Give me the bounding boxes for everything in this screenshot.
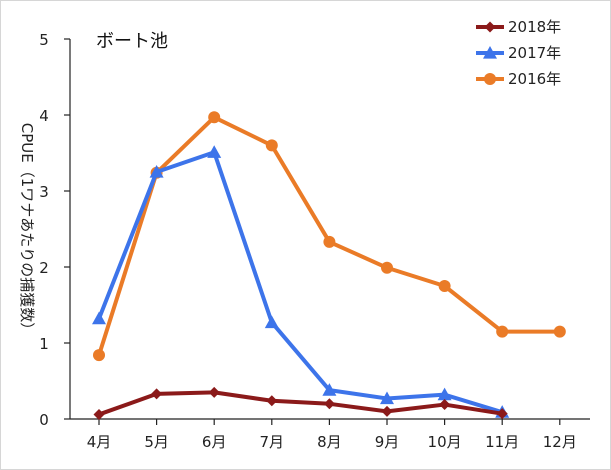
y-tick-label: 0 xyxy=(39,411,49,429)
data-point xyxy=(438,280,451,292)
y-tick-label: 4 xyxy=(39,107,49,125)
legend-label: 2016年 xyxy=(508,70,561,88)
x-tick-label: 6月 xyxy=(202,433,227,451)
x-tick-label: 8月 xyxy=(317,433,342,451)
data-point xyxy=(323,235,336,248)
x-tick-label: 10月 xyxy=(428,433,462,451)
axes: 0 1 2 3 4 5 4月 5月 6月 7月 8月 9月 10月 11月 12月 xyxy=(39,31,590,451)
y-tick-label: 5 xyxy=(39,31,49,49)
x-tick-label: 5月 xyxy=(144,433,169,451)
series-line xyxy=(98,390,503,417)
series-2016年 xyxy=(93,111,566,362)
x-tick-label: 7月 xyxy=(260,433,285,451)
data-point xyxy=(207,145,222,158)
legend-label: 2017年 xyxy=(508,44,561,62)
data-point xyxy=(553,325,566,338)
data-point xyxy=(439,399,451,411)
y-axis-label: CPUE（1ワナあたりの捕獲数） xyxy=(18,123,36,338)
legend-marker xyxy=(484,73,496,85)
data-point xyxy=(149,165,164,178)
data-point xyxy=(208,111,221,124)
data-point xyxy=(208,386,220,398)
x-tick-label: 9月 xyxy=(375,433,400,451)
data-point xyxy=(92,311,106,325)
chart-title: ボート池 xyxy=(96,31,168,52)
data-point xyxy=(151,388,163,400)
data-point xyxy=(265,139,278,152)
x-tick-label: 4月 xyxy=(87,433,112,451)
y-tick-label: 3 xyxy=(39,183,49,201)
data-point xyxy=(380,391,394,405)
data-point xyxy=(323,398,335,410)
data-point xyxy=(496,408,508,420)
data-point xyxy=(322,383,337,396)
data-point xyxy=(264,315,279,329)
x-tick-label: 12月 xyxy=(543,433,577,451)
legend-marker xyxy=(484,21,496,33)
series-line xyxy=(97,150,503,415)
y-tick-label: 1 xyxy=(39,335,49,353)
data-point xyxy=(496,325,509,338)
data-point xyxy=(93,408,105,420)
legend-item: 2017年 xyxy=(476,44,561,62)
data-point xyxy=(437,387,452,401)
legend: 2018年 2017年 2016年 xyxy=(476,18,561,88)
data-point xyxy=(381,405,393,417)
data-point xyxy=(93,349,105,362)
data-point xyxy=(266,395,278,407)
legend-marker xyxy=(483,46,497,59)
legend-label: 2018年 xyxy=(508,18,561,36)
legend-item: 2018年 xyxy=(476,18,561,36)
series-layer xyxy=(92,111,566,420)
data-point xyxy=(381,261,393,274)
series-2018年 xyxy=(93,386,508,420)
legend-item: 2016年 xyxy=(476,70,561,88)
y-tick-label: 2 xyxy=(39,259,49,277)
x-tick-label: 11月 xyxy=(485,433,519,451)
